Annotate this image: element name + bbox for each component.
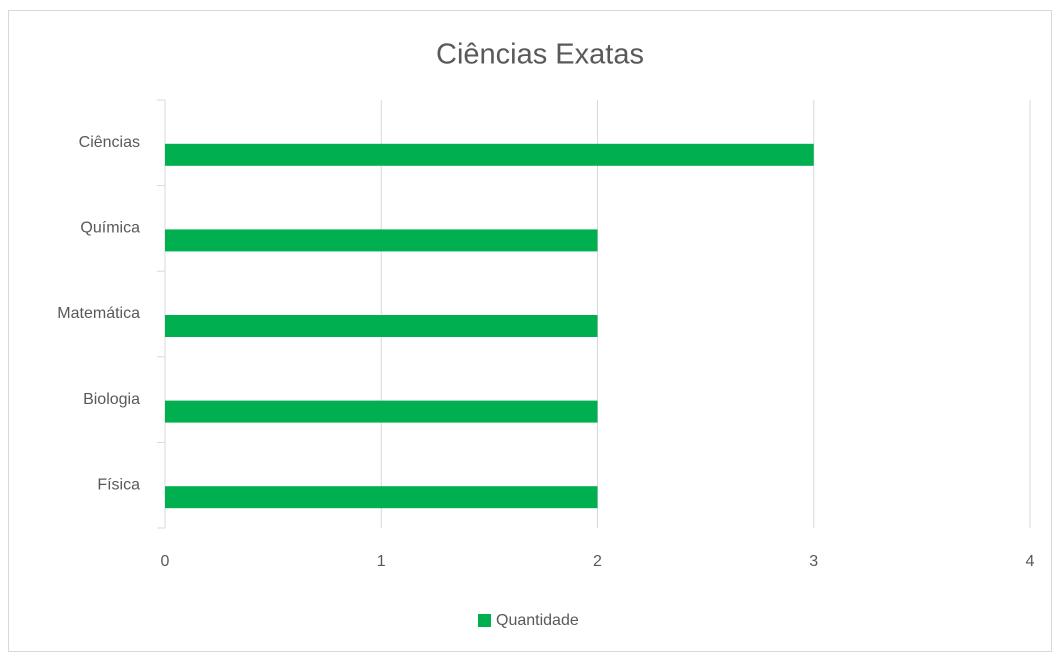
bar	[165, 229, 598, 252]
x-tick-label: 1	[377, 553, 386, 570]
bar	[165, 315, 598, 337]
bar	[165, 143, 814, 166]
chart-title: Ciências Exatas	[436, 39, 644, 71]
y-tick-label: Química	[80, 220, 140, 237]
x-tick-label: 0	[161, 553, 170, 570]
x-tick-label: 3	[809, 553, 818, 570]
y-tick-label: Matemática	[57, 305, 140, 322]
y-tick-label: Ciências	[79, 134, 140, 151]
bar	[165, 486, 598, 509]
y-tick-label: Biologia	[83, 391, 140, 408]
y-tick-label: Física	[97, 476, 140, 493]
legend-label: Quantidade	[496, 612, 579, 629]
legend-swatch	[478, 614, 491, 627]
bar	[165, 400, 598, 423]
x-tick-label: 4	[1026, 553, 1035, 570]
x-tick-label: 2	[593, 553, 602, 570]
